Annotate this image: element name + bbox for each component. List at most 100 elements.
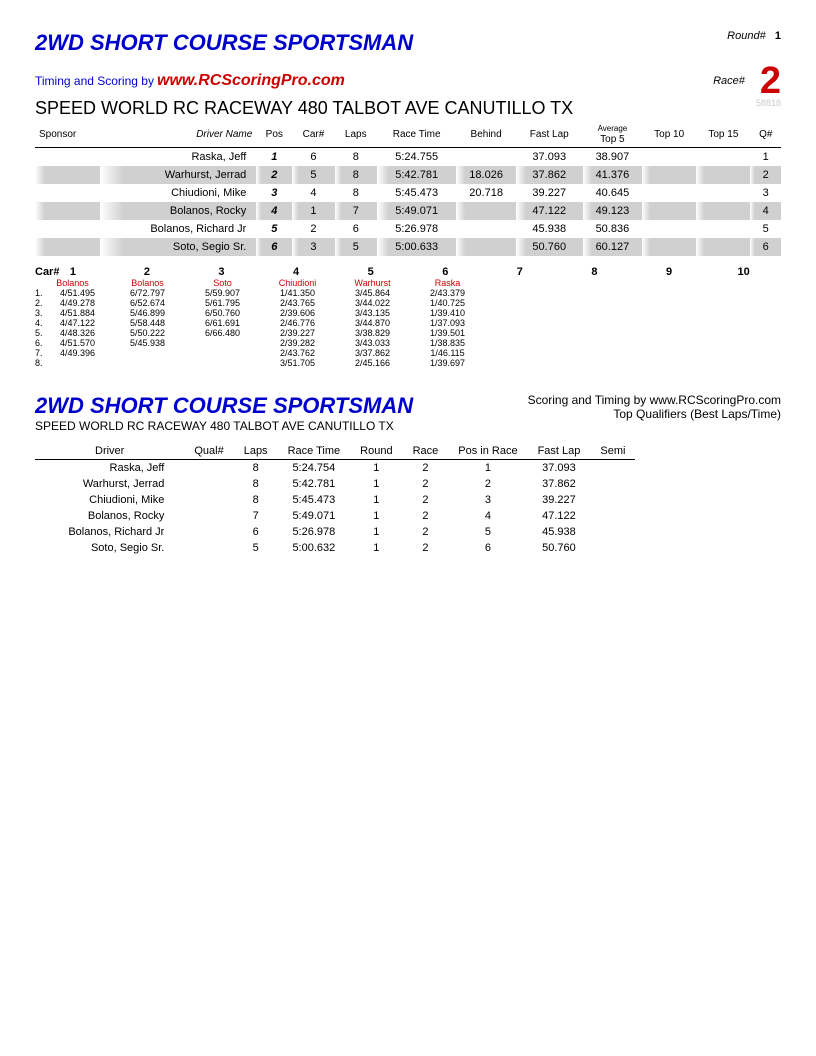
section2: 2WD SHORT COURSE SPORTSMAN SPEED WORLD R… bbox=[35, 393, 781, 556]
results-row: Raska, Jeff1685:24.75537.09338.9071 bbox=[35, 148, 781, 167]
results-cell bbox=[35, 148, 100, 167]
lap-time-cell bbox=[110, 358, 185, 368]
qual-cell: 5:00.632 bbox=[278, 540, 351, 556]
lap-time-cell: 2/39.282 bbox=[260, 338, 335, 348]
results-cell bbox=[642, 148, 696, 167]
qual-cell: 5:26.978 bbox=[278, 524, 351, 540]
results-row: Chiudioni, Mike3485:45.47320.71839.22740… bbox=[35, 184, 781, 202]
results-header-cell: Fast Lap bbox=[516, 121, 583, 148]
lap-time-cell: 6/61.691 bbox=[185, 318, 260, 328]
lap-row: 8.3/51.7052/45.1661/39.697 bbox=[35, 358, 781, 368]
qual-row: Bolanos, Richard Jr65:26.97812545.938 bbox=[35, 524, 635, 540]
lap-time-cell bbox=[185, 338, 260, 348]
results-cell bbox=[35, 220, 100, 238]
results-cell bbox=[456, 220, 515, 238]
results-cell: 5:24.755 bbox=[377, 148, 457, 167]
lap-time-cell: 2/45.166 bbox=[335, 358, 410, 368]
results-header-cell: Top 10 bbox=[642, 121, 696, 148]
lap-header-row: Car#12345678910 bbox=[35, 266, 781, 278]
lap-number: 3. bbox=[35, 308, 45, 318]
lap-time-cell bbox=[185, 348, 260, 358]
results-cell: 60.127 bbox=[583, 238, 642, 256]
race-label: Race# bbox=[713, 75, 745, 87]
results-cell: 6 bbox=[256, 238, 292, 256]
lap-time-cell: 5/46.899 bbox=[110, 308, 185, 318]
qual-header-cell: Driver bbox=[35, 443, 184, 460]
round-num: 1 bbox=[775, 30, 781, 42]
qual-cell: 3 bbox=[448, 492, 527, 508]
lap-time-cell: 4/49.396 bbox=[45, 348, 110, 358]
lap-time-cell: 3/45.864 bbox=[335, 288, 410, 298]
lap-time-cell: 4/51.570 bbox=[45, 338, 110, 348]
results-cell bbox=[35, 166, 100, 184]
qual-cell: 6 bbox=[448, 540, 527, 556]
results-table: SponsorDriver NamePosCar#LapsRace TimeBe… bbox=[35, 121, 781, 256]
lap-time-cell: 2/43.765 bbox=[260, 298, 335, 308]
results-cell: 5 bbox=[750, 220, 781, 238]
qual-cell: 39.227 bbox=[528, 492, 591, 508]
lap-time-cell: 1/41.350 bbox=[260, 288, 335, 298]
car-num-header: 1 bbox=[70, 266, 110, 278]
qual-cell: Chiudioni, Mike bbox=[35, 492, 184, 508]
results-cell: 37.862 bbox=[516, 166, 583, 184]
lap-time-cell bbox=[185, 358, 260, 368]
subtitle: Top Qualifiers (Best Laps/Time) bbox=[528, 407, 781, 421]
qual-cell bbox=[590, 460, 635, 477]
results-cell bbox=[642, 202, 696, 220]
lap-row: 5.4/48.3265/50.2226/66.4802/39.2273/38.8… bbox=[35, 328, 781, 338]
lap-time-cell: 1/46.115 bbox=[410, 348, 485, 358]
results-body: Raska, Jeff1685:24.75537.09338.9071Warhu… bbox=[35, 148, 781, 257]
website-link: www.RCScoringPro.com bbox=[157, 72, 345, 89]
car-num-header: 9 bbox=[632, 266, 707, 278]
car-num-header: 10 bbox=[706, 266, 781, 278]
lap-time-cell: 2/39.227 bbox=[260, 328, 335, 338]
lap-time-cell: 3/43.033 bbox=[335, 338, 410, 348]
results-cell bbox=[456, 148, 515, 167]
results-cell: 5 bbox=[256, 220, 292, 238]
lap-time-cell: 1/39.697 bbox=[410, 358, 485, 368]
results-header-cell: Driver Name bbox=[100, 121, 257, 148]
lap-time-cell: 1/39.410 bbox=[410, 308, 485, 318]
results-row: Bolanos, Rocky4175:49.07147.12249.1234 bbox=[35, 202, 781, 220]
driver-lap-name: Soto bbox=[185, 278, 260, 288]
lap-time-cell bbox=[45, 358, 110, 368]
results-cell: 6 bbox=[335, 220, 377, 238]
lap-time-cell: 2/46.776 bbox=[260, 318, 335, 328]
results-cell: 50.760 bbox=[516, 238, 583, 256]
qual-cell: 2 bbox=[403, 524, 449, 540]
qual-cell bbox=[184, 460, 233, 477]
lap-time-cell: 1/37.093 bbox=[410, 318, 485, 328]
qual-cell bbox=[590, 508, 635, 524]
lap-number: 8. bbox=[35, 358, 45, 368]
results-cell bbox=[696, 166, 750, 184]
qual-cell: 5 bbox=[234, 540, 278, 556]
results-cell bbox=[696, 238, 750, 256]
qual-cell: 1 bbox=[350, 492, 402, 508]
qual-row: Bolanos, Rocky75:49.07112447.122 bbox=[35, 508, 635, 524]
qual-cell: 2 bbox=[403, 476, 449, 492]
results-cell: 37.093 bbox=[516, 148, 583, 167]
car-num-header: 7 bbox=[483, 266, 558, 278]
scoring-credit: Scoring and Timing by www.RCScoringPro.c… bbox=[528, 393, 781, 407]
qual-cell bbox=[590, 492, 635, 508]
lap-data: 1.4/51.4956/72.7975/59.9071/41.3503/45.8… bbox=[35, 288, 781, 368]
results-cell bbox=[35, 202, 100, 220]
results-header-cell: AverageTop 5 bbox=[583, 121, 642, 148]
results-cell: 5:00.633 bbox=[377, 238, 457, 256]
lap-number: 6. bbox=[35, 338, 45, 348]
lap-time-cell: 6/72.797 bbox=[110, 288, 185, 298]
qual-cell: 5:42.781 bbox=[278, 476, 351, 492]
lap-row: 6.4/51.5705/45.9382/39.2823/43.0331/38.8… bbox=[35, 338, 781, 348]
qual-cell: 5 bbox=[448, 524, 527, 540]
results-cell bbox=[642, 220, 696, 238]
qual-cell: 2 bbox=[403, 508, 449, 524]
qual-cell bbox=[590, 476, 635, 492]
qual-cell: 1 bbox=[350, 460, 402, 477]
qual-row: Warhurst, Jerrad85:42.78112237.862 bbox=[35, 476, 635, 492]
results-row: Warhurst, Jerrad2585:42.78118.02637.8624… bbox=[35, 166, 781, 184]
qual-cell bbox=[184, 492, 233, 508]
results-header-cell: Laps bbox=[335, 121, 377, 148]
results-cell: 45.938 bbox=[516, 220, 583, 238]
qual-row: Soto, Segio Sr.55:00.63212650.760 bbox=[35, 540, 635, 556]
lap-time-cell: 3/38.829 bbox=[335, 328, 410, 338]
